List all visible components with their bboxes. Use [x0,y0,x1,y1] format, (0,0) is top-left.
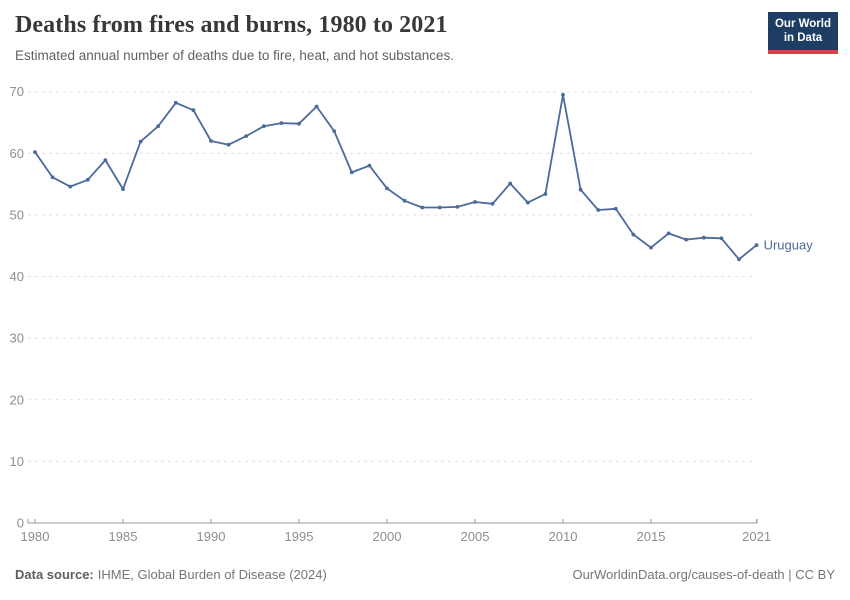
x-tick-label-1980: 1980 [21,529,50,544]
chart-subtitle: Estimated annual number of deaths due to… [15,48,455,63]
data-point-1980[interactable] [33,150,37,155]
data-point-2017[interactable] [684,237,689,242]
data-point-2013[interactable] [613,206,618,211]
data-point-2004[interactable] [455,205,460,209]
data-point-2011[interactable] [578,187,583,192]
data-point-1984[interactable] [103,158,108,163]
data-point-2015[interactable] [649,245,653,250]
x-tick-label-2005: 2005 [461,529,490,544]
data-point-1986[interactable] [138,139,143,144]
footer: Data source: IHME, Global Burden of Disea… [15,567,835,582]
chart-title: Deaths from fires and burns, 1980 to 202… [15,12,448,38]
data-point-1995[interactable] [297,121,301,126]
owid-logo[interactable]: Our World in Data [768,12,838,54]
x-tick-label-1995: 1995 [285,529,314,544]
data-point-2007[interactable] [508,181,513,186]
y-tick-label-70: 70 [10,84,24,99]
data-point-2020[interactable] [737,257,741,262]
header: Deaths from fires and burns, 1980 to 202… [15,12,838,63]
y-tick-label-60: 60 [10,146,24,161]
data-point-2014[interactable] [631,232,636,237]
data-point-2009[interactable] [543,192,548,196]
y-tick-label-0: 0 [17,516,24,531]
data-point-1983[interactable] [85,177,90,182]
data-point-1988[interactable] [173,100,178,105]
owid-logo-line2: in Data [783,32,823,45]
chart-svg[interactable]: 0 10 20 30 40 50 60 70 1980 1985 1990 1995 2000 2005 2… [0,0,850,560]
data-point-2005[interactable] [473,200,477,204]
data-point-2019[interactable] [719,236,724,241]
data-point-1993[interactable] [261,124,266,129]
data-point-2003[interactable] [437,205,442,210]
attribution-link[interactable]: OurWorldinData.org/causes-of-death | CC … [572,567,835,582]
series-line-uruguay[interactable] [34,93,758,261]
owid-logo-line1: Our World [774,18,831,30]
x-tick-label-2021: 2021 [742,529,771,544]
series-end-label-uruguay[interactable]: Uruguay [764,238,814,253]
y-tick-label-20: 20 [10,392,24,407]
data-point-2006[interactable] [490,201,495,206]
data-point-2016[interactable] [666,231,671,236]
y-tick-label-40: 40 [10,269,24,284]
x-tick-label-1990: 1990 [197,529,226,544]
data-point-1981[interactable] [50,175,55,180]
y-tick-label-10: 10 [10,454,24,469]
data-point-1990[interactable] [209,139,213,143]
data-point-2010[interactable] [561,92,565,97]
data-point-1999[interactable] [367,163,372,168]
data-point-2018[interactable] [701,235,706,240]
data-point-2000[interactable] [385,186,389,191]
data-point-2002[interactable] [420,205,425,210]
data-point-1997[interactable] [332,129,337,134]
data-point-2001[interactable] [402,198,407,203]
x-tick-label-2015: 2015 [637,529,666,544]
data-point-1985[interactable] [121,187,125,192]
x-tick-label-1985: 1985 [109,529,138,544]
data-source-label: Data source: [15,567,94,582]
data-point-2021[interactable] [754,243,759,248]
x-tick-label-2000: 2000 [373,529,402,544]
data-source: Data source: IHME, Global Burden of Disea… [15,567,327,582]
y-tick-label-30: 30 [10,331,24,346]
data-point-1996[interactable] [314,104,319,109]
data-point-1994[interactable] [279,121,284,125]
data-point-1982[interactable] [68,184,73,189]
x-tick-label-2010: 2010 [549,529,578,544]
data-source-value: IHME, Global Burden of Disease (2024) [97,567,327,582]
data-point-1998[interactable] [349,170,354,175]
data-point-2008[interactable] [525,200,530,205]
data-point-1989[interactable] [191,108,196,113]
data-point-1991[interactable] [226,142,231,147]
data-point-1987[interactable] [156,124,161,129]
data-point-2012[interactable] [596,208,601,212]
data-point-1992[interactable] [244,134,249,139]
y-tick-label-50: 50 [10,207,24,222]
